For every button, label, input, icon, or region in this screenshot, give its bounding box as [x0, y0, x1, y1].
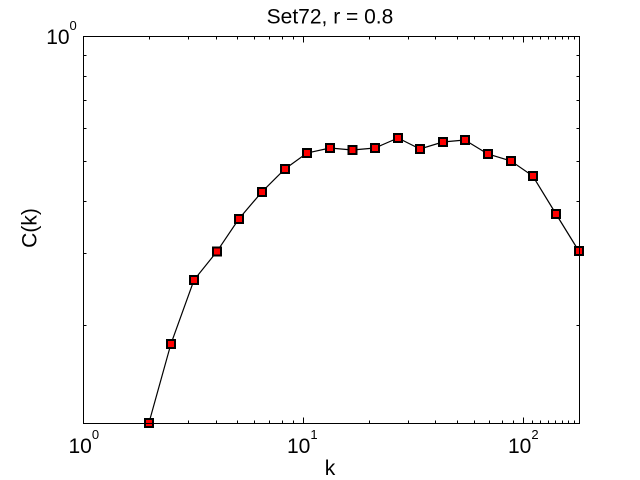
svg-text:k: k	[325, 457, 336, 480]
svg-text:Set72, r = 0.8: Set72, r = 0.8	[267, 6, 394, 29]
svg-text:C(k): C(k)	[19, 208, 42, 248]
